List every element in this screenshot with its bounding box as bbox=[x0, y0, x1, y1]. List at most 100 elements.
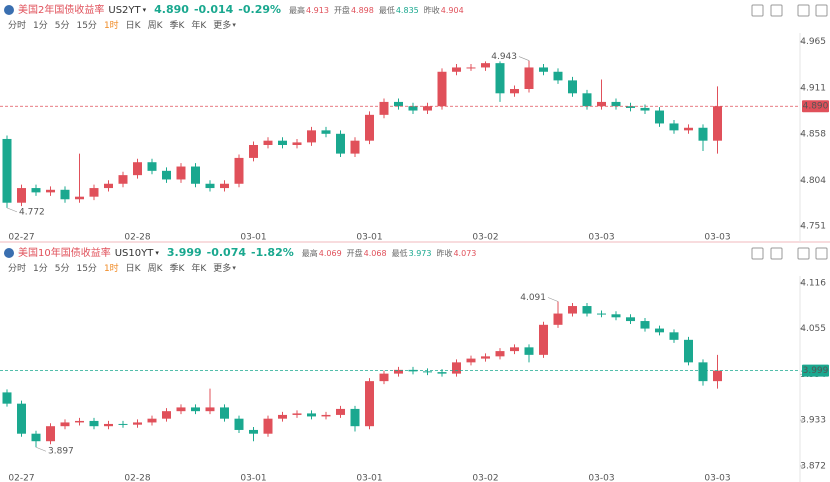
extreme-label: 4.943 bbox=[491, 52, 517, 62]
extreme-label: 4.091 bbox=[520, 293, 546, 303]
candle-body bbox=[698, 127, 708, 141]
candle-body bbox=[263, 418, 273, 434]
candle-body bbox=[278, 140, 287, 145]
y-tick-label: 4.858 bbox=[800, 129, 826, 139]
interval-tab[interactable]: 季K bbox=[169, 262, 185, 274]
y-tick-label: 4.055 bbox=[800, 324, 826, 334]
x-tick-label: 03-02 bbox=[472, 233, 498, 243]
candle-body bbox=[394, 369, 403, 374]
interval-tab[interactable]: 5分 bbox=[55, 20, 70, 31]
stat-value: 4.068 bbox=[364, 249, 387, 258]
dropdown-caret: ▾ bbox=[143, 6, 147, 14]
x-tick-label: 03-01 bbox=[356, 233, 382, 243]
candle-body bbox=[640, 321, 650, 329]
candle-body bbox=[307, 413, 316, 417]
interval-tab[interactable]: 日K bbox=[126, 263, 142, 274]
candle-body bbox=[249, 144, 258, 158]
interval-tab[interactable]: 周K bbox=[148, 20, 164, 31]
interval-tab[interactable]: 15分 bbox=[76, 20, 96, 31]
candle-body bbox=[495, 351, 505, 357]
y-tick-label: 4.804 bbox=[800, 176, 826, 186]
candle-body bbox=[626, 317, 635, 322]
y-tick-label: 4.116 bbox=[800, 278, 826, 288]
interval-tab[interactable]: 季K bbox=[169, 19, 185, 31]
interval-tab[interactable]: 分时 bbox=[8, 262, 26, 274]
stat-label: 昨收 bbox=[424, 5, 440, 15]
x-tick-label: 02-28 bbox=[124, 233, 150, 243]
interval-tab[interactable]: 周K bbox=[148, 263, 164, 274]
toolbar-button bbox=[815, 247, 828, 260]
stat-value: 4.069 bbox=[319, 249, 342, 258]
interval-tab[interactable]: 年K bbox=[191, 262, 207, 274]
candle-body bbox=[31, 433, 41, 442]
stat-value: 4.913 bbox=[306, 6, 329, 15]
interval-bar: 分时 1分 5分 15分 1时 日K 周K 季K 年K 更多▾ bbox=[8, 19, 236, 31]
candle-body bbox=[60, 189, 70, 200]
stat-label: 最低 bbox=[379, 5, 395, 15]
candle-body bbox=[89, 420, 99, 427]
interval-tab[interactable]: 更多 bbox=[213, 19, 231, 31]
candle-body bbox=[147, 162, 157, 171]
toolbar-button bbox=[797, 4, 810, 17]
interval-tab[interactable]: 日K bbox=[126, 20, 142, 31]
x-tick-label: 03-01 bbox=[356, 474, 382, 482]
interval-tab[interactable]: 5分 bbox=[55, 263, 70, 274]
symbol-icon bbox=[4, 248, 14, 258]
change: -0.014 bbox=[194, 3, 234, 16]
x-tick-label: 02-27 bbox=[8, 233, 34, 243]
stat-label: 开盘 bbox=[334, 5, 350, 15]
stat-label: 开盘 bbox=[347, 248, 363, 258]
interval-tab[interactable]: 1时 bbox=[104, 19, 119, 31]
interval-tab[interactable]: 1时 bbox=[104, 262, 119, 274]
candle-body bbox=[191, 166, 200, 184]
candle-body bbox=[582, 306, 592, 314]
candle-body bbox=[582, 93, 592, 107]
y-tick-label: 4.911 bbox=[800, 84, 826, 94]
candle-body bbox=[60, 422, 70, 427]
last-price-box bbox=[802, 364, 829, 377]
toolbar-button bbox=[770, 4, 783, 17]
x-tick-label: 03-01 bbox=[240, 233, 266, 243]
y-tick-label: 4.751 bbox=[800, 221, 826, 231]
candle-body bbox=[292, 142, 302, 145]
stat-value: 4.835 bbox=[396, 6, 419, 15]
stat-value: 3.973 bbox=[409, 249, 432, 258]
candle-body bbox=[191, 407, 200, 412]
candle-body bbox=[510, 88, 519, 94]
extreme-leader bbox=[35, 446, 47, 452]
candle-body bbox=[379, 373, 389, 382]
interval-bar: 分时 1分 5分 15分 1时 日K 周K 季K 年K 更多▾ bbox=[8, 262, 236, 274]
interval-tab[interactable]: 更多 bbox=[213, 262, 231, 274]
candle-body bbox=[321, 414, 331, 417]
price: 4.890 bbox=[154, 3, 189, 16]
candle-body bbox=[452, 362, 461, 374]
candle-body bbox=[133, 422, 142, 425]
interval-tab[interactable]: 15分 bbox=[76, 263, 96, 274]
candle-body bbox=[713, 106, 722, 141]
candle-body bbox=[220, 407, 229, 419]
candle-body bbox=[234, 157, 244, 184]
candle-body bbox=[568, 306, 577, 314]
candle-body bbox=[408, 106, 418, 111]
candle-body bbox=[176, 407, 186, 412]
interval-tab[interactable]: 年K bbox=[191, 19, 207, 31]
candle-body bbox=[539, 67, 548, 72]
last-price-label: 4.890 bbox=[803, 102, 829, 112]
stat-value: 4.898 bbox=[351, 6, 374, 15]
y-tick-label: 4.965 bbox=[800, 37, 826, 47]
candle-body bbox=[75, 420, 84, 423]
candle-body bbox=[524, 347, 534, 355]
candle-body bbox=[278, 414, 287, 419]
candle-body bbox=[568, 80, 577, 94]
interval-tab[interactable]: 分时 bbox=[8, 19, 26, 31]
candle-body bbox=[684, 339, 693, 363]
candle-body bbox=[626, 106, 635, 108]
candle-body bbox=[481, 63, 490, 68]
instrument-name: 美国2年国债收益率 bbox=[18, 3, 104, 16]
candle-body bbox=[17, 188, 26, 203]
candle-body bbox=[611, 101, 621, 107]
candle-body bbox=[162, 411, 171, 419]
interval-tab[interactable]: 1分 bbox=[33, 20, 48, 31]
interval-tab[interactable]: 1分 bbox=[33, 263, 48, 274]
candle-body bbox=[524, 67, 534, 89]
